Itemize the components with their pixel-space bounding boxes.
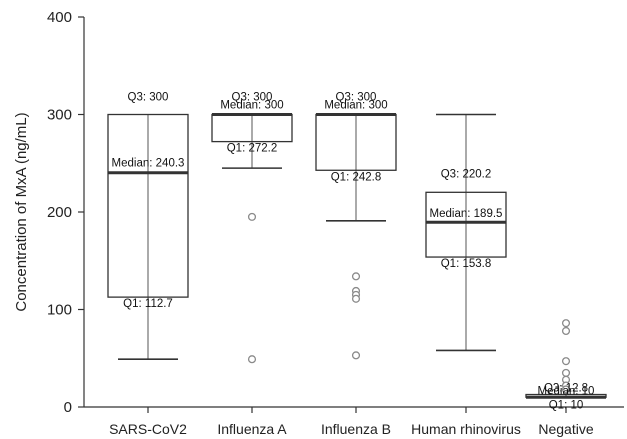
y-axis-title: Concentration of MxA (ng/mL) (13, 112, 30, 311)
q1-label: Q1: 272.2 (227, 143, 278, 155)
median-label: Median: 300 (220, 100, 283, 112)
q1-label: Q1: 153.8 (441, 258, 492, 270)
outlier-point (247, 355, 257, 364)
x-tick-label: Influenza B (321, 421, 391, 437)
outlier-point (561, 326, 571, 336)
outlier-point (351, 351, 361, 360)
q1-label: Q1: 242.8 (331, 171, 382, 183)
q3-label: Q3: 12.8 (544, 383, 588, 395)
q3-label: Q3: 300 (336, 92, 377, 104)
y-tick-label: 0 (64, 399, 72, 416)
outlier-point (561, 385, 571, 394)
q3-label: Q3: 220.2 (441, 168, 492, 180)
box-group (211, 113, 293, 364)
q1-label: Q1: 112.7 (123, 298, 173, 310)
outlier-point (561, 368, 571, 377)
x-tick-label: Human rhinovirus (411, 421, 521, 437)
box-group (525, 319, 607, 399)
q3-label: Q3: 300 (232, 92, 273, 104)
box-group (107, 113, 189, 361)
median-label: Median: 10 (538, 385, 595, 397)
median-label: Median: 189.5 (430, 208, 503, 220)
outlier-point (351, 272, 361, 281)
q3-label: Q3: 300 (128, 92, 169, 104)
box-iqr (425, 191, 507, 258)
outlier-point (561, 357, 571, 366)
boxes (107, 113, 607, 399)
y-tick-label: 100 (47, 302, 72, 319)
box-iqr (107, 113, 189, 298)
outlier-point (247, 212, 257, 221)
median-label: Median: 300 (324, 100, 387, 112)
median-label: Median: 240.3 (112, 158, 185, 170)
box-group (315, 113, 397, 360)
outlier-point (561, 319, 571, 328)
x-tick-label: SARS-CoV2 (109, 421, 187, 437)
box-group (425, 113, 507, 352)
y-tick-label: 200 (47, 204, 72, 221)
y-tick-label: 400 (47, 9, 72, 26)
axes: 0 100 200 300 400 SARS-CoV2 Influenza A Influen… (47, 9, 624, 437)
q1-label: Q1: 10 (549, 399, 584, 411)
x-tick-label: Influenza A (217, 421, 287, 437)
outlier-point (351, 294, 361, 303)
x-tick-label: Negative (538, 421, 593, 437)
y-tick-label: 300 (47, 107, 72, 124)
